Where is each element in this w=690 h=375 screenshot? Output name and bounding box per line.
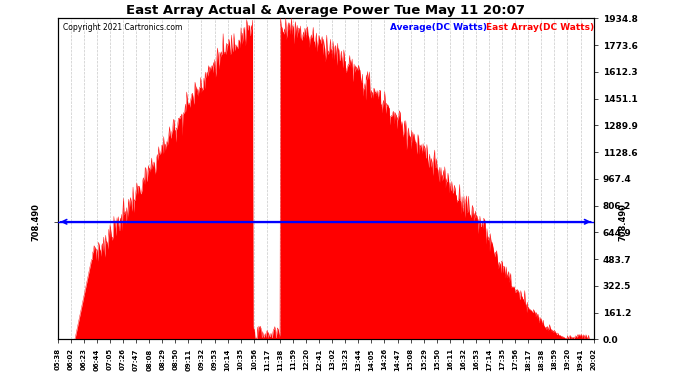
- Title: East Array Actual & Average Power Tue May 11 20:07: East Array Actual & Average Power Tue Ma…: [126, 4, 525, 17]
- Text: Average(DC Watts): Average(DC Watts): [390, 23, 487, 32]
- Text: 708.490: 708.490: [619, 203, 628, 241]
- Text: 708.490: 708.490: [32, 203, 41, 241]
- Text: Copyright 2021 Cartronics.com: Copyright 2021 Cartronics.com: [63, 23, 182, 32]
- Text: East Array(DC Watts): East Array(DC Watts): [486, 23, 595, 32]
